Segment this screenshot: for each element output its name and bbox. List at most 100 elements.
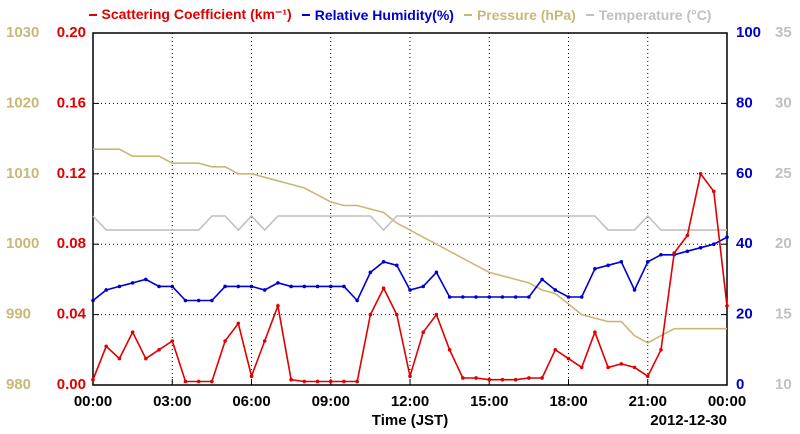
y4-tick-label: 10 <box>775 376 792 393</box>
data-point <box>262 339 267 343</box>
data-point <box>619 260 624 264</box>
x-tick-label: 12:00 <box>391 393 429 410</box>
y2-tick-label: 60 <box>736 165 753 182</box>
data-point <box>104 288 109 292</box>
data-point <box>645 260 650 264</box>
data-point <box>104 344 109 349</box>
data-point <box>302 379 307 384</box>
data-point <box>196 379 201 384</box>
data-point <box>302 284 307 289</box>
y-tick-label: 0.04 <box>57 306 87 323</box>
data-point <box>474 376 478 380</box>
data-point <box>553 288 558 292</box>
data-point <box>606 263 610 268</box>
data-point <box>144 277 148 282</box>
y4-tick-label: 20 <box>775 235 792 252</box>
data-point <box>566 295 571 299</box>
data-point <box>170 339 175 343</box>
data-point <box>249 284 254 289</box>
y3-tick-label: 980 <box>6 376 31 393</box>
data-point <box>685 233 690 238</box>
y-tick-label: 0.12 <box>57 165 86 182</box>
x-tick-label: 03:00 <box>153 393 191 410</box>
data-point <box>157 284 161 289</box>
data-point <box>210 379 214 384</box>
legend-swatch <box>301 13 310 16</box>
legend-label: Scattering Coefficient (km⁻¹) <box>101 6 292 22</box>
data-point <box>579 365 584 370</box>
data-point <box>527 295 531 299</box>
legend-swatch <box>463 13 472 16</box>
x-tick-label: 15:00 <box>470 393 508 410</box>
data-point <box>711 242 716 246</box>
y3-tick-label: 1000 <box>6 235 39 252</box>
data-point <box>170 284 175 289</box>
data-point <box>328 284 333 289</box>
data-point <box>659 348 663 352</box>
data-point <box>513 295 518 299</box>
data-point <box>342 284 346 289</box>
x-tick-label: 06:00 <box>232 393 270 410</box>
data-point <box>196 298 201 303</box>
x-tick-label: 18:00 <box>549 393 587 410</box>
data-point <box>447 348 452 352</box>
data-point <box>276 281 280 285</box>
x-tick-label: 21:00 <box>629 393 667 410</box>
y-tick-label: 0.16 <box>57 94 86 111</box>
data-point <box>725 304 729 308</box>
data-point <box>262 288 267 292</box>
y2-tick-label: 20 <box>736 306 753 323</box>
data-point <box>315 284 320 289</box>
data-point <box>289 284 293 289</box>
data-point <box>553 348 558 352</box>
y3-tick-label: 990 <box>6 306 31 323</box>
data-point <box>500 377 505 382</box>
data-point <box>355 379 359 384</box>
y3-tick-label: 1020 <box>6 94 39 111</box>
legend-item: Pressure (hPa) <box>463 6 576 23</box>
data-point <box>566 356 571 361</box>
data-point <box>434 312 439 317</box>
data-point <box>355 298 359 303</box>
data-point <box>698 245 703 250</box>
data-point <box>593 267 597 271</box>
data-point <box>236 321 241 326</box>
data-point <box>487 377 492 382</box>
legend-item: Temperature (°C) <box>585 6 712 23</box>
data-point <box>698 172 703 176</box>
data-point <box>540 376 544 380</box>
y2-tick-label: 100 <box>736 24 761 41</box>
data-point <box>408 288 412 292</box>
data-point <box>394 312 399 317</box>
data-point <box>725 235 729 239</box>
data-point <box>117 356 122 361</box>
data-point <box>276 304 280 308</box>
data-point <box>236 284 241 289</box>
data-point <box>381 260 386 264</box>
data-point <box>527 376 531 380</box>
data-point <box>461 376 465 380</box>
y2-tick-label: 40 <box>736 235 753 252</box>
data-point <box>130 330 135 335</box>
x-axis-label: Time (JST) <box>372 412 448 429</box>
legend-swatch <box>585 13 594 16</box>
y-tick-label: 0.20 <box>57 24 86 41</box>
legend-label: Relative Humidity(%) <box>314 6 454 23</box>
data-point <box>421 330 426 335</box>
data-point <box>619 362 624 366</box>
data-point <box>368 312 373 317</box>
y4-tick-label: 30 <box>775 94 792 111</box>
data-point <box>645 374 650 379</box>
data-point <box>593 330 597 335</box>
data-point <box>289 377 293 382</box>
x-tick-label: 00:00 <box>74 393 112 410</box>
data-point <box>144 356 148 361</box>
y-tick-label: 0.08 <box>57 235 86 252</box>
data-point <box>210 298 214 303</box>
data-point <box>500 295 505 299</box>
y3-tick-label: 1010 <box>6 165 39 182</box>
data-point <box>157 348 161 352</box>
legend-label: Temperature (°C) <box>598 6 712 23</box>
data-point <box>685 249 690 254</box>
data-point <box>130 281 135 285</box>
